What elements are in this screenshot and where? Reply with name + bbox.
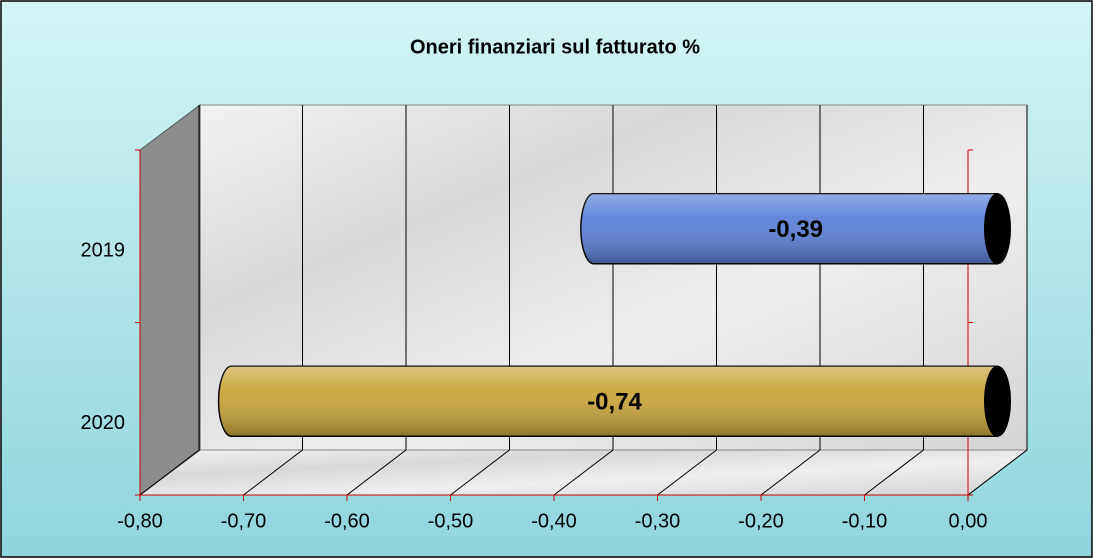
y-tick-label: 2020 <box>81 412 126 434</box>
bar-cap <box>984 193 1011 265</box>
x-tick-label: -0,30 <box>635 510 681 532</box>
x-tick-label: 0,00 <box>949 510 988 532</box>
bar-cap <box>984 365 1011 437</box>
bar-shine <box>218 366 998 437</box>
side-wall <box>139 104 201 496</box>
data-label: -0,39 <box>768 216 823 243</box>
grid-line <box>450 449 510 496</box>
data-label: -0,74 <box>587 389 642 416</box>
x-tick-label: -0,10 <box>842 510 888 532</box>
grid-line <box>553 449 614 496</box>
grid-line <box>864 449 924 496</box>
grid-line <box>139 449 200 496</box>
x-tick-label: -0,40 <box>531 510 577 532</box>
x-tick-label: -0,20 <box>738 510 784 532</box>
grid-line <box>967 449 1028 496</box>
grid-line <box>760 449 821 496</box>
x-tick-label: -0,80 <box>117 510 163 532</box>
grid-line <box>243 449 303 496</box>
bar-shine <box>580 193 998 264</box>
grid-line <box>657 449 717 496</box>
grid-line <box>346 449 407 496</box>
y-tick-label: 2019 <box>81 240 126 262</box>
x-tick-label: -0,60 <box>324 510 370 532</box>
x-tick-label: -0,50 <box>428 510 474 532</box>
x-tick-label: -0,70 <box>221 510 267 532</box>
chart-title: Oneri finanziari sul fatturato % <box>410 36 700 58</box>
